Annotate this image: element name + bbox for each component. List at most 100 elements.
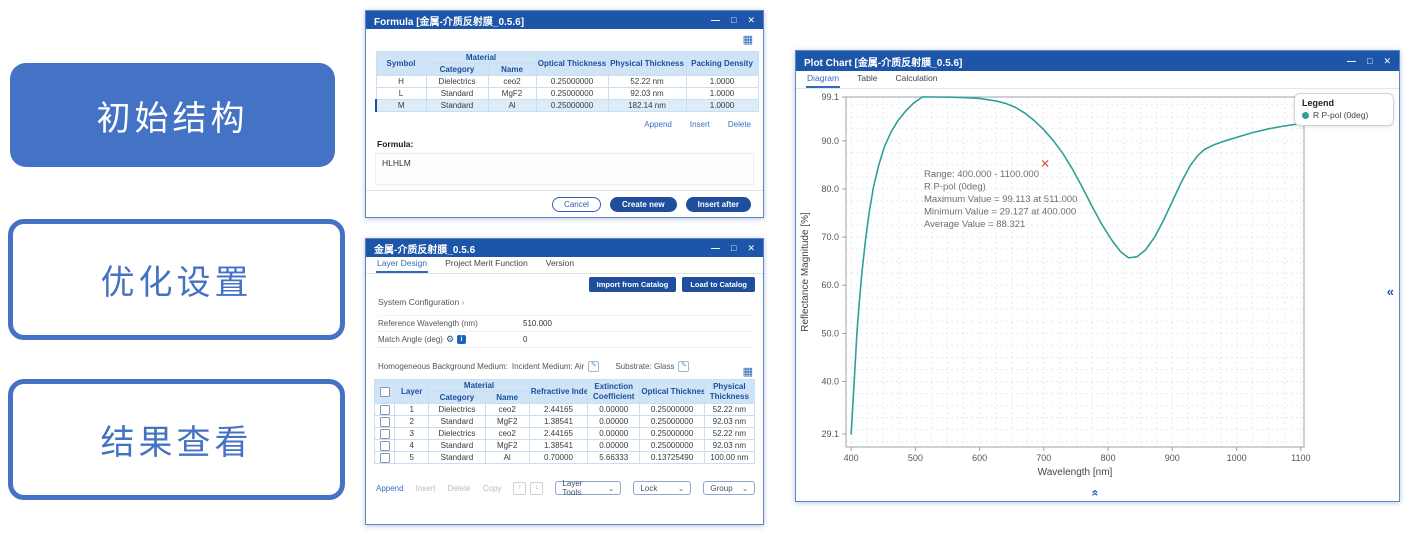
- table-cell[interactable]: Al: [484, 451, 530, 464]
- layer-table-row[interactable]: 5 Standard Al 0.70000 5.66333 0.13725490 100.0…: [373, 451, 756, 464]
- collapse-panel-up-icon[interactable]: «: [1088, 489, 1103, 497]
- checkbox-cell[interactable]: [373, 427, 396, 440]
- table-cell[interactable]: 0.25000000: [639, 427, 705, 440]
- checkbox-cell[interactable]: [373, 415, 396, 428]
- import-from-catalog-button[interactable]: Import from Catalog: [588, 277, 677, 292]
- system-configuration-link[interactable]: System Configuration: [378, 297, 460, 307]
- table-cell[interactable]: 92.03 nm: [607, 87, 687, 100]
- delete-link[interactable]: Delete: [727, 120, 751, 129]
- column-header[interactable]: Material: [428, 379, 530, 392]
- checkbox-cell[interactable]: [373, 403, 396, 416]
- table-settings-icon[interactable]: ▦: [742, 34, 753, 46]
- table-cell[interactable]: 92.03 nm: [703, 439, 756, 452]
- minimize-icon[interactable]: —: [711, 242, 721, 253]
- table-cell[interactable]: 0.25000000: [639, 415, 705, 428]
- info-icon[interactable]: i: [457, 335, 467, 344]
- column-header[interactable]: Material: [425, 51, 537, 64]
- move-down-button[interactable]: ↓: [530, 481, 544, 495]
- match-angle-value[interactable]: 0: [523, 335, 528, 344]
- layer-table-row[interactable]: 2 Standard MgF2 1.38541 0.00000 0.25000000 92.…: [373, 415, 756, 428]
- step-button-optimization-settings[interactable]: 优化设置: [8, 219, 345, 340]
- maximize-icon[interactable]: □: [731, 242, 737, 253]
- table-cell[interactable]: 3: [394, 427, 430, 440]
- insert-after-button[interactable]: Insert after: [685, 196, 751, 212]
- append-link[interactable]: Append: [644, 120, 672, 129]
- column-header[interactable]: Optical Thickness: [535, 51, 609, 76]
- formula-table-row[interactable]: L Standard MgF2 0.25000000 92.03 nm 1.0000: [375, 87, 759, 100]
- table-cell[interactable]: 52.22 nm: [703, 427, 756, 440]
- close-icon[interactable]: ✕: [747, 242, 755, 253]
- table-cell[interactable]: Standard: [428, 451, 486, 464]
- table-cell[interactable]: 0.25000000: [535, 99, 609, 112]
- table-cell[interactable]: 0.25000000: [639, 439, 705, 452]
- delete-link[interactable]: Delete: [447, 483, 471, 493]
- column-header[interactable]: Symbol: [375, 51, 427, 76]
- insert-link[interactable]: Insert: [415, 483, 436, 493]
- copy-link[interactable]: Copy: [482, 483, 502, 493]
- table-cell[interactable]: 0.25000000: [639, 403, 705, 416]
- tab-diagram[interactable]: Diagram: [806, 70, 841, 88]
- column-header[interactable]: Name: [484, 391, 530, 404]
- table-cell[interactable]: ceo2: [484, 403, 530, 416]
- row-checkbox[interactable]: [379, 440, 390, 451]
- close-icon[interactable]: ✕: [1383, 55, 1391, 66]
- collapse-panel-left-icon[interactable]: «: [1386, 284, 1394, 299]
- cancel-button[interactable]: Cancel: [552, 196, 601, 212]
- table-cell[interactable]: 92.03 nm: [703, 415, 756, 428]
- formula-input[interactable]: HLHLM: [375, 153, 754, 185]
- table-cell[interactable]: 52.22 nm: [703, 403, 756, 416]
- select-all-checkbox[interactable]: [379, 386, 390, 397]
- table-cell[interactable]: H: [375, 75, 427, 88]
- edit-incident-medium-icon[interactable]: ✎: [588, 361, 600, 372]
- table-cell[interactable]: Al: [487, 99, 537, 112]
- column-header[interactable]: Packing Density: [685, 51, 759, 76]
- lock-dropdown[interactable]: Lock ⌄: [633, 481, 692, 495]
- column-header[interactable]: Name: [487, 63, 537, 76]
- table-cell[interactable]: 0.00000: [587, 415, 641, 428]
- maximize-icon[interactable]: □: [731, 14, 737, 25]
- table-cell[interactable]: ceo2: [487, 75, 537, 88]
- layer-table-row[interactable]: 3 Dielectrics ceo2 2.44165 0.00000 0.25000000…: [373, 427, 756, 440]
- create-new-button[interactable]: Create new: [609, 196, 677, 212]
- step-button-result-view[interactable]: 结果查看: [8, 379, 345, 500]
- table-cell[interactable]: L: [375, 87, 427, 100]
- table-cell[interactable]: MgF2: [484, 415, 530, 428]
- column-header[interactable]: Category: [425, 63, 489, 76]
- layer-table-row[interactable]: 4 Standard MgF2 1.38541 0.00000 0.25000000 92.…: [373, 439, 756, 452]
- maximize-icon[interactable]: □: [1367, 55, 1373, 66]
- tab-project-merit-function[interactable]: Project Merit Function: [445, 258, 528, 268]
- insert-link[interactable]: Insert: [689, 120, 710, 129]
- column-header[interactable]: Optical Thickness: [639, 379, 705, 404]
- row-checkbox[interactable]: [379, 404, 390, 415]
- row-checkbox[interactable]: [379, 452, 390, 463]
- table-cell[interactable]: Standard: [428, 439, 486, 452]
- table-cell[interactable]: 1: [394, 403, 430, 416]
- table-cell[interactable]: MgF2: [487, 87, 537, 100]
- table-cell[interactable]: 0.70000: [528, 451, 589, 464]
- column-header[interactable]: Layer: [394, 379, 430, 404]
- move-up-button[interactable]: ↑: [513, 481, 527, 495]
- table-cell[interactable]: 2.44165: [528, 403, 589, 416]
- table-cell[interactable]: 182.14 nm: [607, 99, 687, 112]
- row-checkbox[interactable]: [379, 416, 390, 427]
- column-header[interactable]: Physical Thickness: [607, 51, 687, 76]
- table-cell[interactable]: 0.13725490: [639, 451, 705, 464]
- load-to-catalog-button[interactable]: Load to Catalog: [682, 277, 755, 292]
- table-cell[interactable]: 5.66333: [587, 451, 641, 464]
- table-cell[interactable]: 1.38541: [528, 415, 589, 428]
- formula-window-titlebar[interactable]: Formula [金属-介质反射膜_0.5.6] — □ ✕: [366, 11, 763, 29]
- row-checkbox[interactable]: [379, 428, 390, 439]
- group-dropdown[interactable]: Group ⌄: [703, 481, 756, 495]
- table-cell[interactable]: 4: [394, 439, 430, 452]
- step-button-initial-structure[interactable]: 初始结构: [10, 63, 335, 167]
- close-icon[interactable]: ✕: [747, 14, 755, 25]
- gear-icon[interactable]: ⚙: [445, 334, 455, 344]
- minimize-icon[interactable]: —: [711, 14, 721, 25]
- formula-table-row[interactable]: M Standard Al 0.25000000 182.14 nm 1.0000: [375, 99, 759, 112]
- table-cell[interactable]: ceo2: [484, 427, 530, 440]
- table-cell[interactable]: 0.00000: [587, 439, 641, 452]
- formula-table-row[interactable]: H Dielectrics ceo2 0.25000000 52.22 nm 1.0000: [375, 75, 759, 88]
- table-cell[interactable]: M: [375, 99, 427, 112]
- tab-version[interactable]: Version: [545, 258, 575, 268]
- column-header[interactable]: Category: [428, 391, 486, 404]
